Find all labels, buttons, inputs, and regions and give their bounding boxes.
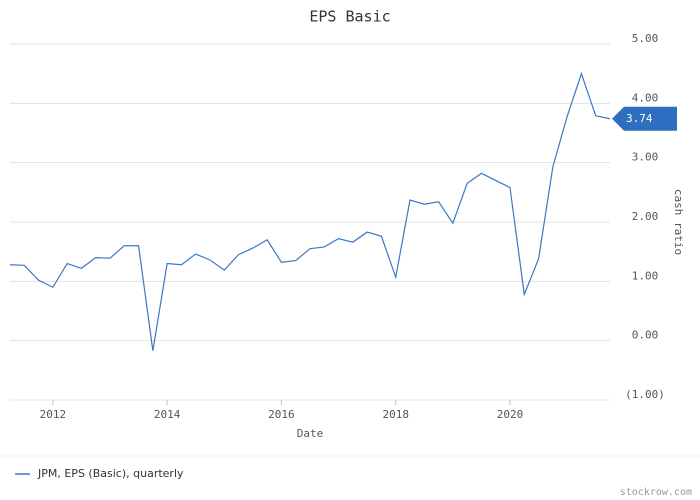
x-tick-label: 2012	[40, 408, 67, 421]
y-tick-label: 4.00	[632, 91, 659, 104]
last-value-badge	[612, 106, 677, 131]
y-axis-label: cash ratio	[672, 189, 685, 255]
legend-label: JPM, EPS (Basic), quarterly	[37, 467, 184, 480]
y-tick-label: 2.00	[632, 210, 659, 223]
y-tick-label: 0.00	[632, 329, 659, 342]
y-tick-label: 3.00	[632, 151, 659, 164]
x-tick-label: 2014	[154, 408, 181, 421]
y-tick-label: 1.00	[632, 269, 659, 282]
x-tick-label: 2016	[268, 408, 295, 421]
x-tick-label: 2018	[382, 408, 409, 421]
last-value-label: 3.74	[626, 112, 653, 125]
x-tick-label: 2020	[497, 408, 524, 421]
y-tick-label: (1.00)	[625, 388, 665, 401]
source: stockrow.com	[620, 487, 692, 498]
line-series	[9, 71, 611, 351]
x-axis-label: Date	[297, 427, 324, 440]
chart-title: EPS Basic	[309, 8, 390, 26]
y-tick-label: 5.00	[632, 32, 659, 45]
